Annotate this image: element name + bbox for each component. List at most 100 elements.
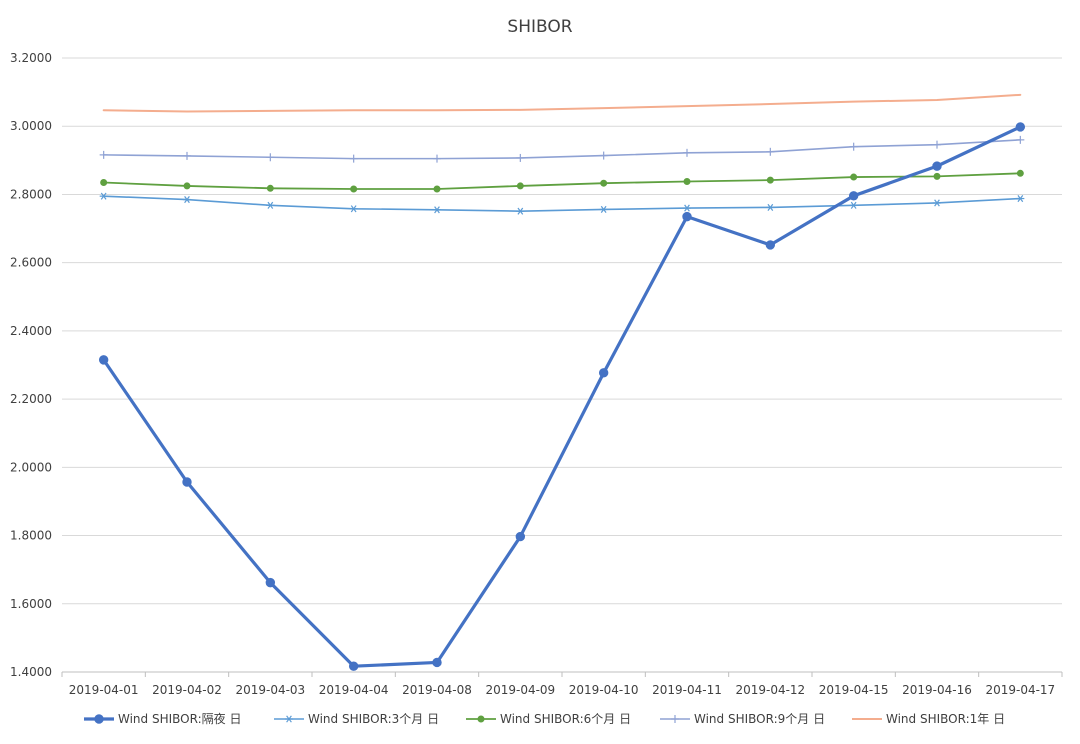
data-point [850,173,858,181]
y-tick-label: 3.2000 [10,51,52,65]
data-point-stroke [684,204,690,212]
data-point [349,205,358,213]
x-tick-label: 2019-04-01 [69,683,139,697]
data-point-stroke [934,199,940,207]
data-point [765,240,776,250]
series-lines [98,93,1026,671]
data-point [683,148,691,157]
x-tick-label: 2019-04-04 [319,683,389,697]
legend-item: Wind SHIBOR:1年 日 [852,712,1005,726]
data-point-stroke [1017,194,1024,203]
series-5 [102,93,1022,113]
data-point [285,715,293,723]
axes: 1.4000 1.6000 1.8000 2.0000 2.2000 2.4000 2.60… [10,51,1063,697]
legend-label: Wind SHIBOR:6个月 日 [500,712,631,726]
y-tick-label: 1.4000 [10,665,52,679]
data-point [98,355,109,365]
data-point [265,577,276,588]
data-point [933,172,941,180]
data-point-stroke [350,205,357,213]
data-point [933,199,941,207]
y-tick-label: 2.2000 [10,392,52,406]
data-point-stroke [100,192,107,200]
data-point [598,368,609,378]
data-point [1016,169,1024,177]
series-3 [100,169,1024,193]
data-point [433,185,441,193]
data-point [682,211,692,222]
series-2 [99,192,1025,215]
data-point [266,184,274,192]
data-point [599,205,608,214]
series-4 [99,135,1025,163]
data-point [433,154,441,163]
data-point-stroke [600,205,607,214]
data-point [848,191,859,201]
legend-item: Wind SHIBOR:3个月 日 [274,712,439,726]
y-tick-label: 1.8000 [10,529,52,543]
data-point [599,151,608,160]
x-tick-label: 2019-04-03 [235,683,305,697]
y-tick-label: 2.4000 [10,324,52,338]
data-point [683,204,691,212]
x-tick-label: 2019-04-17 [985,683,1055,697]
series-line [102,93,1022,113]
series-line [102,172,1022,190]
y-tick-label: 1.6000 [10,597,52,611]
data-point [94,714,104,724]
data-point [766,147,775,156]
data-point [933,140,941,149]
data-point [516,153,525,162]
data-point-stroke [184,196,190,204]
series-line [102,195,1022,212]
chart-title: SHIBOR [507,17,572,37]
data-point [266,201,275,209]
data-point [350,185,358,193]
data-point [516,207,525,215]
x-tick-label: 2019-04-02 [152,683,222,697]
data-point-stroke [850,201,857,209]
legend-label: Wind SHIBOR:1年 日 [886,712,1005,726]
data-point [766,176,774,184]
legend-label: Wind SHIBOR:隔夜 日 [118,711,241,726]
data-point [348,661,359,671]
legend: Wind SHIBOR:隔夜 日 Wind SHIBOR:3个月 日 Wind SH… [84,711,1005,726]
data-point [183,182,191,190]
data-point [99,192,108,200]
gridlines [62,57,1062,605]
data-point [182,477,192,487]
data-point [671,715,679,723]
data-point [515,531,526,542]
data-point [1015,122,1026,132]
legend-item: Wind SHIBOR:隔夜 日 [84,711,241,726]
data-point [1016,135,1025,144]
legend-item: Wind SHIBOR:6个月 日 [466,712,631,726]
data-point [432,657,442,668]
x-tick-label: 2019-04-12 [735,683,805,697]
y-tick-label: 2.8000 [10,187,52,201]
data-point [683,177,691,185]
data-point [266,153,275,162]
data-point [849,142,858,151]
data-point [183,196,191,204]
data-point [183,151,191,160]
data-point [99,150,108,159]
legend-item: Wind SHIBOR:9个月 日 [660,712,825,726]
y-tick-label: 2.0000 [10,460,52,474]
x-tick-label: 2019-04-11 [652,683,722,697]
data-point [477,715,485,723]
x-tick-label: 2019-04-15 [819,683,889,697]
data-point-stroke [267,201,274,209]
data-point [433,206,441,214]
data-point-stroke [434,206,440,214]
data-point [932,161,942,171]
data-point-stroke [767,203,774,211]
data-point-stroke [286,715,292,723]
data-point-stroke [517,207,524,215]
x-tick-label: 2019-04-09 [485,683,555,697]
x-tick-label: 2019-04-08 [402,683,472,697]
series-line [102,139,1022,160]
y-tick-label: 2.6000 [10,256,52,270]
